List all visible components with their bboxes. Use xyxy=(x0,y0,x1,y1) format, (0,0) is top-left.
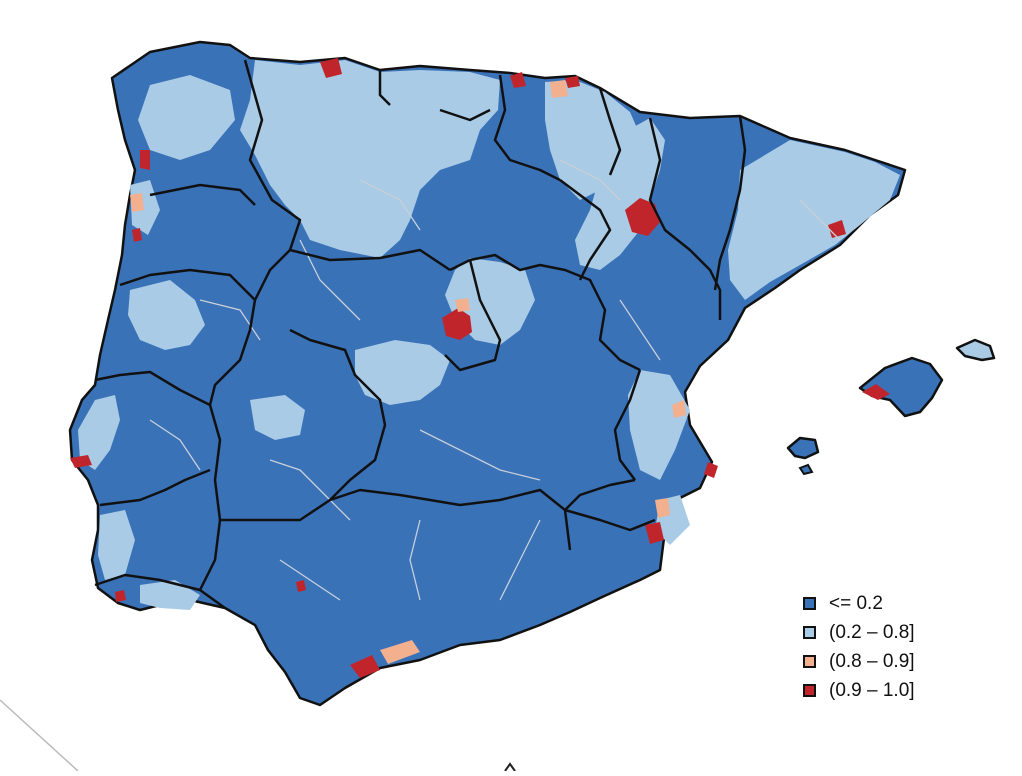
legend: <= 0.2 (0.2 – 0.8] (0.8 – 0.9] (0.9 – 1.… xyxy=(803,589,915,705)
legend-label: (0.8 – 0.9] xyxy=(829,650,915,672)
decorative-mark xyxy=(504,762,516,772)
mallorca xyxy=(858,356,944,418)
legend-label: (0.2 – 0.8] xyxy=(829,621,915,643)
peninsula xyxy=(68,40,907,707)
menorca xyxy=(955,338,996,362)
ibiza xyxy=(786,436,820,460)
light-regions xyxy=(78,60,900,610)
legend-swatch xyxy=(803,684,816,697)
legend-swatch xyxy=(803,626,816,639)
legend-item: <= 0.2 xyxy=(803,589,915,618)
legend-swatch xyxy=(803,597,816,610)
legend-label: <= 0.2 xyxy=(829,592,883,614)
region-boundaries xyxy=(94,59,747,610)
hotspots xyxy=(70,58,890,678)
legend-label: (0.9 – 1.0] xyxy=(829,679,915,701)
formentera xyxy=(798,463,814,476)
legend-swatch xyxy=(803,655,816,668)
legend-item: (0.9 – 1.0] xyxy=(803,676,915,705)
legend-item: (0.2 – 0.8] xyxy=(803,618,915,647)
decorative-line xyxy=(0,699,79,772)
province-lines xyxy=(149,159,841,601)
legend-item: (0.8 – 0.9] xyxy=(803,647,915,676)
